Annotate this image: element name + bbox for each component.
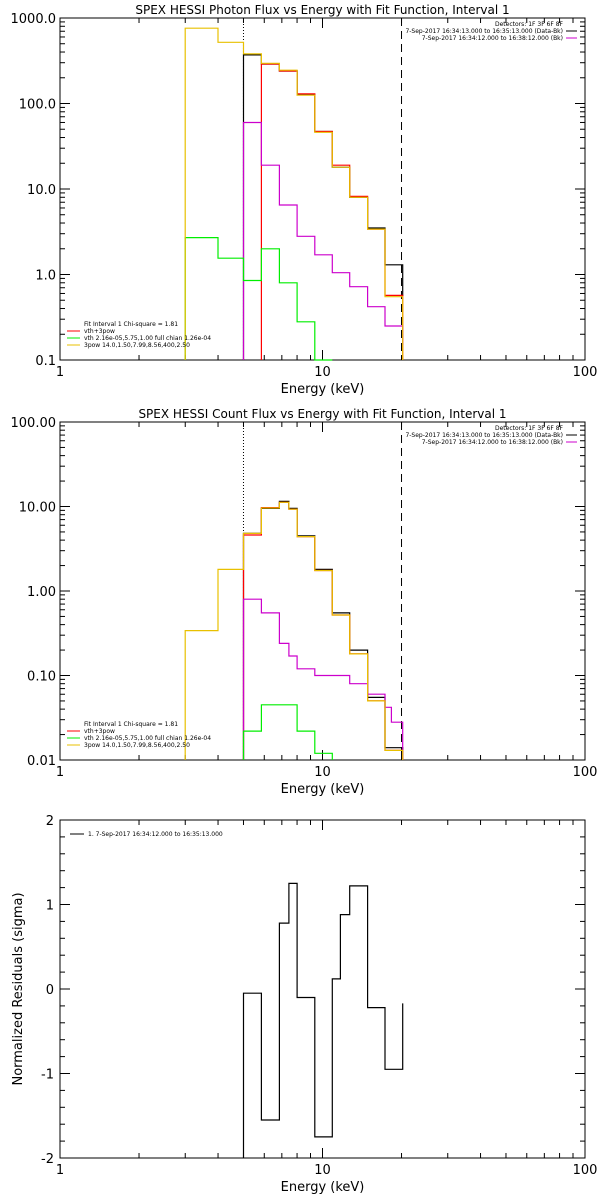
panel2-legend-bl-text: 3pow 14.0,1.50,7.99,8.56,400,2.50 — [84, 742, 190, 749]
panel2-series-3 — [242, 598, 404, 760]
panel1-series-3 — [242, 121, 404, 360]
panel1-legend-bl-text: vth 2.16e-05,5.75,1.00 full chian 1.26e-… — [84, 335, 211, 342]
panel2-legend-bl-text: vth+3pow — [84, 728, 115, 735]
panel3-legend-tl-text: 1. 7-Sep-2017 16:34:12.000 to 16:35:13.0… — [88, 831, 223, 838]
panel2-title: SPEX HESSI Count Flux vs Energy with Fit… — [138, 407, 506, 421]
panel1-series-4 — [184, 237, 333, 361]
panel2-series-2 — [242, 501, 404, 760]
panel2-series-5 — [184, 501, 404, 760]
panel1-legend-tr-text: 7-Sep-2017 16:34:13.000 to 16:35:13.000 … — [405, 28, 563, 35]
panel2-ytick-label: 100.00 — [11, 416, 57, 431]
panel1-xtick-label: 10 — [314, 365, 331, 380]
panel3-ytick-label: -2 — [41, 1152, 54, 1167]
panel1-series-5 — [184, 27, 404, 360]
panel1-xlabel: Energy (keV) — [281, 382, 365, 397]
panel1-ytick-label: 100.0 — [19, 98, 56, 113]
panel2-axes-frame — [59, 421, 586, 761]
panel3-axes-frame — [59, 819, 586, 1159]
panel2-series-1 — [242, 500, 404, 760]
panel2-legend-bl-text: Fit Interval 1 Chi-square = 1.81 — [84, 721, 178, 728]
panel3-ytick-label: -1 — [41, 1068, 54, 1083]
panel2-legend-bl-text: vth 2.16e-05,5.75,1.00 full chian 1.26e-… — [84, 735, 211, 742]
panel1-axes-frame — [59, 17, 586, 361]
panel1-title: SPEX HESSI Photon Flux vs Energy with Fi… — [135, 3, 509, 17]
panel1-legend-bl-text: 3pow 14.0,1.50,7.99,8.56,400,2.50 — [84, 342, 190, 349]
panel1-legend-tr-text: 7-Sep-2017 16:34:12.000 to 16:38:12.000 … — [422, 35, 563, 42]
panel1-legend-tr-text: Detectors: 1F 3F 6F 8F — [495, 21, 564, 28]
panel3-ylabel: Normalized Residuals (sigma) — [11, 892, 26, 1085]
panel1-legend-bl-text: Fit Interval 1 Chi-square = 1.81 — [84, 321, 178, 328]
panel1-xtick-label: 1 — [56, 365, 64, 380]
panel2-xlabel: Energy (keV) — [281, 782, 365, 797]
panel2-xtick-label: 1 — [56, 765, 64, 780]
panel3-xlabel: Energy (keV) — [281, 1180, 365, 1195]
panel1-series-2 — [260, 63, 404, 360]
panel1-ytick-label: 1.0 — [35, 269, 56, 284]
panel2-series-4 — [242, 704, 333, 760]
panel1-legend-bl-text: vth+3pow — [84, 328, 115, 335]
panel3-xtick-label: 1 — [56, 1163, 64, 1178]
panel1-series-1 — [242, 54, 404, 360]
panel2-xtick-label: 10 — [314, 765, 331, 780]
panel3-ytick-label: 1 — [46, 899, 54, 914]
panel3-series-1 — [242, 882, 404, 1158]
panel3-xtick-label: 100 — [573, 1163, 598, 1178]
panel2-xtick-label: 100 — [573, 765, 598, 780]
panel1-ytick-label: 1000.0 — [11, 12, 57, 27]
panel1-ytick-label: 10.0 — [27, 183, 56, 198]
panel3-xtick-label: 10 — [314, 1163, 331, 1178]
panel2-legend-tr-text: 7-Sep-2017 16:34:12.000 to 16:38:12.000 … — [422, 439, 563, 446]
panel1-ytick-label: 0.1 — [35, 354, 56, 369]
panel2-ytick-label: 10.00 — [19, 501, 56, 516]
panel1-xtick-label: 100 — [573, 365, 598, 380]
panel2-legend-tr-text: 7-Sep-2017 16:34:13.000 to 16:35:13.000 … — [405, 432, 563, 439]
panel2-legend-tr-text: Detectors: 1F 3F 6F 8F — [495, 425, 564, 432]
panel2-ytick-label: 0.10 — [27, 670, 56, 685]
panel3-ytick-label: 0 — [46, 983, 54, 998]
panel2-ytick-label: 0.01 — [27, 754, 56, 769]
panel3-ytick-label: 2 — [46, 814, 54, 829]
panel2-ytick-label: 1.00 — [27, 585, 56, 600]
